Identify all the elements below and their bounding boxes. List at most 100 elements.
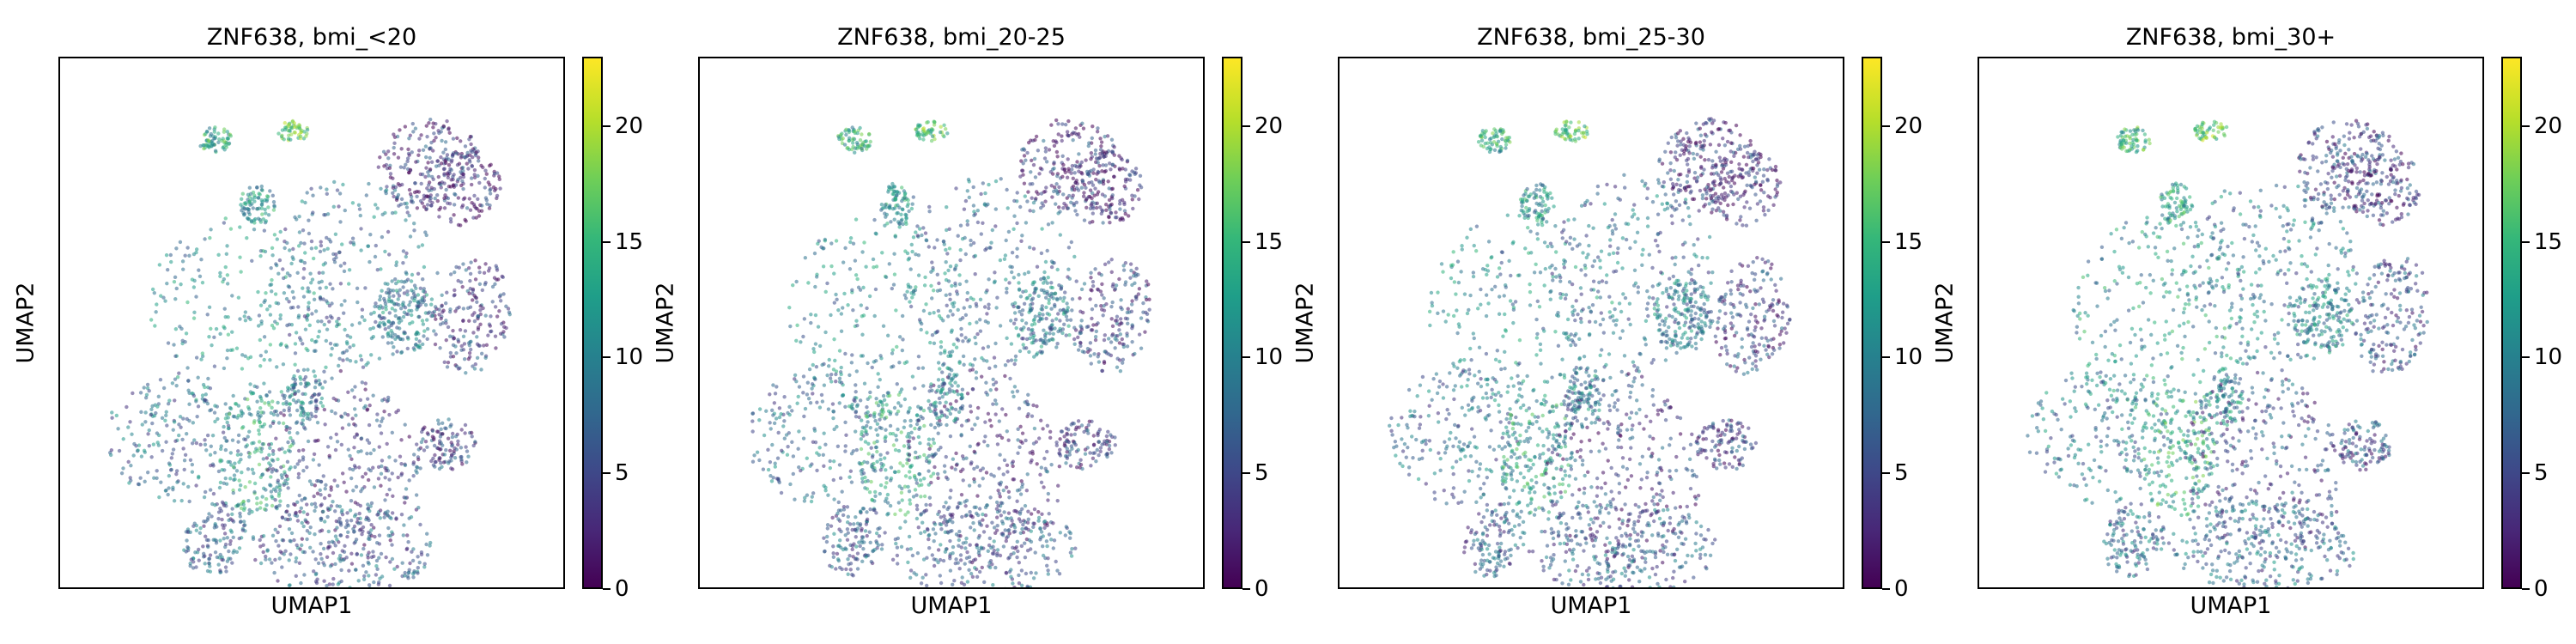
cell-point: [1108, 161, 1112, 166]
cell-point: [1084, 169, 1090, 174]
cell-point: [769, 408, 775, 413]
cell-point: [337, 250, 342, 254]
cell-point: [1021, 173, 1025, 177]
cell-point: [286, 440, 290, 445]
cell-point: [453, 191, 457, 197]
cell-point: [1003, 374, 1007, 379]
cell-point: [1069, 171, 1073, 175]
cell-point: [916, 526, 920, 530]
cell-point: [991, 377, 995, 382]
cell-point: [1093, 186, 1097, 191]
cell-point: [965, 222, 969, 227]
cell-point: [256, 289, 260, 295]
cell-point: [397, 294, 402, 298]
cell-point: [477, 214, 482, 218]
cell-point: [762, 433, 767, 438]
cell-point: [1015, 389, 1020, 393]
cell-point: [810, 386, 814, 391]
cell-point: [906, 258, 911, 262]
cell-point: [883, 223, 887, 228]
cell-point: [964, 456, 969, 460]
cell-point: [929, 283, 933, 289]
cell-point: [768, 421, 772, 425]
cell-point: [294, 574, 298, 578]
cell-point: [1025, 150, 1030, 155]
cell-point: [1046, 498, 1050, 502]
cell-point: [331, 257, 337, 262]
cell-point: [361, 365, 366, 369]
cell-point: [1109, 340, 1114, 344]
cell-point: [443, 193, 447, 197]
cell-point: [1097, 163, 1102, 168]
cell-point: [380, 459, 385, 463]
cell-point: [346, 530, 350, 534]
cell-point: [345, 534, 349, 539]
cell-point: [138, 476, 143, 480]
cell-point: [355, 501, 360, 507]
cell-point: [455, 136, 459, 141]
cell-point: [837, 376, 842, 380]
cell-point: [1074, 279, 1078, 283]
cell-point: [890, 348, 895, 352]
cell-point: [365, 438, 370, 442]
cell-point: [216, 252, 221, 257]
cell-point: [194, 355, 199, 360]
cell-point: [983, 319, 988, 324]
cell-point: [1091, 206, 1096, 210]
cell-point: [357, 207, 362, 211]
cell-point: [384, 188, 389, 192]
cell-point: [1056, 329, 1060, 334]
cell-point: [467, 197, 471, 201]
cell-point: [263, 298, 267, 303]
cell-point: [204, 131, 208, 137]
cell-point: [1069, 554, 1074, 558]
cell-point: [879, 415, 884, 419]
cell-point: [908, 304, 914, 309]
cell-point: [222, 221, 227, 225]
cell-point: [218, 270, 222, 276]
cell-point: [346, 390, 350, 394]
cell-point: [362, 543, 367, 547]
cell-point: [338, 368, 343, 374]
cell-point: [421, 277, 425, 282]
cell-point: [1120, 216, 1125, 221]
cell-point: [139, 454, 144, 459]
cell-point: [163, 418, 167, 422]
cell-point: [920, 520, 925, 525]
cell-point: [973, 253, 978, 258]
cell-point: [223, 314, 228, 319]
cell-point: [826, 364, 831, 368]
cell-point: [1032, 322, 1037, 326]
cell-point: [1013, 354, 1018, 359]
cell-point: [418, 286, 422, 290]
cell-point: [337, 316, 341, 321]
cell-point: [302, 550, 307, 555]
cell-point: [170, 381, 175, 386]
cell-point: [1048, 429, 1053, 434]
cell-point: [927, 442, 931, 447]
cell-point: [995, 548, 1000, 552]
cell-point: [854, 319, 859, 323]
cell-point: [322, 322, 326, 327]
cell-point: [1013, 529, 1018, 534]
cell-point: [374, 319, 378, 325]
cell-point: [305, 191, 309, 195]
cell-point: [911, 495, 916, 499]
cell-point: [260, 472, 264, 477]
cell-point: [445, 153, 450, 157]
cell-point: [960, 454, 965, 459]
cell-point: [301, 276, 306, 280]
cell-point: [170, 452, 175, 456]
cell-point: [213, 149, 218, 153]
cell-point: [228, 538, 233, 544]
cell-point: [992, 539, 996, 544]
cell-point: [885, 222, 890, 226]
cell-point: [1115, 321, 1120, 325]
cell-point: [1011, 545, 1015, 550]
cell-point: [1023, 541, 1027, 545]
cell-point: [313, 406, 319, 410]
cell-point: [1091, 220, 1095, 224]
cell-point: [815, 451, 819, 455]
cell-point: [234, 346, 240, 350]
cell-point: [854, 544, 859, 549]
